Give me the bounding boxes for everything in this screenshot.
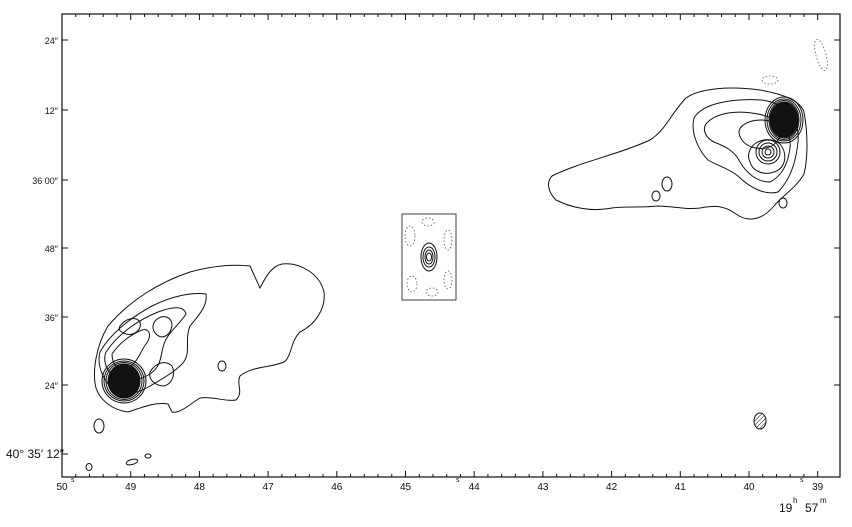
east-lobe-island-contour-1 — [651, 190, 661, 202]
west-lobe-island-contour — [217, 360, 227, 372]
contour-lobe-east — [548, 87, 808, 220]
core-inset — [401, 213, 457, 301]
ra-hours-label: 19 — [779, 501, 793, 515]
hotspot-east — [764, 96, 804, 144]
west-isolated-contour-2 — [85, 463, 93, 471]
west-lobe-knot-contour-2 — [152, 316, 173, 338]
ra-tick-label: 49 — [125, 482, 137, 493]
ra-tick-label: 46 — [331, 482, 343, 493]
ra-tick-label: 39 — [812, 482, 824, 493]
west-lobe-tail-contour — [149, 362, 175, 387]
ra-tick-label: 45 — [400, 482, 412, 493]
east-lobe-inner-contour-2 — [703, 111, 791, 183]
dec-tick-label: 24″ — [45, 36, 59, 46]
dec-tick-label: 36″ — [45, 313, 59, 323]
ra-tick-label: 44 — [469, 482, 481, 493]
ra-tick-label: 41 — [675, 482, 687, 493]
dec-axis: 24″ 12″ 36 00″ 48″ 36″ 24″ — [32, 36, 840, 455]
ra-tick-label: 48 — [194, 482, 206, 493]
ra-minutes-mark: m — [820, 496, 827, 505]
west-lobe-knot-contour — [118, 318, 141, 335]
ra-minutes-label: 57 — [805, 501, 819, 515]
west-isolated-contour-3 — [125, 458, 139, 466]
east-lobe-inner-contour-1 — [692, 99, 799, 194]
hotspot-west — [101, 358, 147, 404]
dec-tick-label: 24″ — [45, 381, 59, 391]
west-isolated-contour-1 — [93, 418, 105, 434]
ra-tick-label: 42 — [606, 482, 618, 493]
plot-frame — [61, 13, 841, 478]
dec-bottom-label: 40° 35′ 12″ — [6, 447, 65, 461]
ra-seconds-mark: s — [71, 477, 75, 484]
west-lobe-outer-contour — [94, 263, 325, 413]
dec-tick-label: 36 00″ — [32, 176, 59, 186]
ra-tick-label: 47 — [263, 482, 275, 493]
east-lobe-island-contour-3 — [778, 197, 788, 209]
west-isolated-contour-4 — [144, 453, 152, 459]
ra-tick-label: 43 — [537, 482, 549, 493]
ra-seconds-mark-right: s — [800, 477, 804, 484]
ra-seconds-mark-mid: s — [456, 477, 460, 484]
east-negative-contour-2 — [761, 75, 779, 85]
ra-axis: 50 49 48 47 46 45 44 43 42 41 40 39 — [56, 14, 824, 493]
ra-hours-mark: h — [793, 496, 797, 505]
ra-tick-label: 40 — [743, 482, 755, 493]
east-negative-contour-1 — [814, 39, 828, 71]
east-lobe-island-contour-2 — [661, 176, 673, 192]
beam-ellipse — [753, 412, 767, 430]
core-inset-frame — [401, 213, 457, 301]
east-lobe-outer-contour — [548, 87, 808, 220]
dec-tick-label: 48″ — [45, 244, 59, 254]
dec-tick-label: 12″ — [45, 106, 59, 116]
ra-tick-label: 50 — [56, 482, 68, 493]
